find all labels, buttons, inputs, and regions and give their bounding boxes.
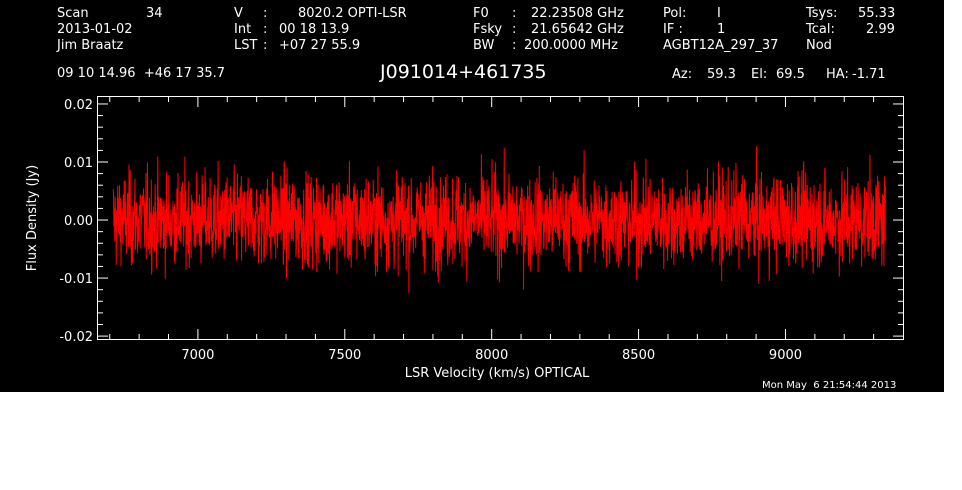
observing-mode: Nod xyxy=(806,38,832,53)
ha-label: HA: xyxy=(826,67,849,82)
plot-window: Scan 34 2013-01-02 Jim Braatz V : 8020.2… xyxy=(0,0,944,392)
project-id: AGBT12A_297_37 xyxy=(663,38,779,53)
pol-label: Pol: xyxy=(663,6,687,21)
x-tick-label: 8000 xyxy=(475,348,508,363)
fsky-value: 21.65642 GHz xyxy=(531,22,624,37)
f0-colon: : xyxy=(512,6,517,21)
int-label: Int xyxy=(234,22,252,37)
tcal-label: Tcal: xyxy=(806,22,835,37)
fsky-label: Fsky xyxy=(473,22,503,37)
f0-value: 22.23508 GHz xyxy=(531,6,624,21)
plot-frame xyxy=(97,96,904,340)
scan-label: Scan xyxy=(57,6,89,21)
x-tick-label: 9000 xyxy=(769,348,802,363)
y-tick-label: 0.01 xyxy=(64,156,93,171)
axis-ticks: 7000 7500 8000 8500 9000 -0.02 -0.01 0.00 0.01 0.… xyxy=(59,97,903,363)
el-value: 69.5 xyxy=(776,67,805,82)
tcal-value: 2.99 xyxy=(866,22,895,37)
scan-value: 34 xyxy=(146,6,163,21)
y-tick-label: 0.02 xyxy=(64,98,93,113)
lst-label: LST xyxy=(234,38,258,53)
v-label: V xyxy=(234,6,243,21)
if-label: IF : xyxy=(663,22,683,37)
bw-value: 200.0000 MHz xyxy=(524,38,618,53)
bw-colon: : xyxy=(512,38,517,53)
source-name: J091014+461735 xyxy=(380,61,547,83)
tsys-label: Tsys: xyxy=(806,6,838,21)
x-tick-label: 7500 xyxy=(328,348,361,363)
pol-value: I xyxy=(717,6,721,21)
el-label: El: xyxy=(751,67,768,82)
int-value: 00 18 13.9 xyxy=(279,22,350,37)
lst-value: +07 27 55.9 xyxy=(279,38,361,53)
y-tick-label: 0.00 xyxy=(64,214,93,229)
observer-name: Jim Braatz xyxy=(57,38,124,53)
v-colon: : xyxy=(263,6,268,21)
fsky-colon: : xyxy=(512,22,517,37)
lst-colon: : xyxy=(263,38,268,53)
az-label: Az: xyxy=(672,67,693,82)
y-tick-label: -0.01 xyxy=(59,272,93,287)
spectrum-trace xyxy=(112,146,886,293)
plot-timestamp: Mon May 6 21:54:44 2013 xyxy=(762,380,897,391)
int-colon: : xyxy=(263,22,268,37)
f0-label: F0 xyxy=(473,6,489,21)
observation-date: 2013-01-02 xyxy=(57,22,133,37)
x-tick-label: 7000 xyxy=(181,348,214,363)
v-value: 8020.2 OPTI-LSR xyxy=(298,6,407,21)
ha-value: -1.71 xyxy=(852,67,886,82)
x-tick-label: 8500 xyxy=(622,348,655,363)
source-coordinates: 09 10 14.96 +46 17 35.7 xyxy=(57,66,226,81)
x-axis-title: LSR Velocity (km/s) OPTICAL xyxy=(405,366,590,381)
if-value: 1 xyxy=(717,22,726,37)
az-value: 59.3 xyxy=(707,67,736,82)
bw-label: BW xyxy=(473,38,495,53)
y-tick-label: -0.02 xyxy=(59,330,93,345)
y-axis-title: Flux Density (Jy) xyxy=(25,165,40,271)
spectrum-trace-layer xyxy=(112,146,886,293)
spectrum-chart: 7000 7500 8000 8500 9000 -0.02 -0.01 0.00 0.01 0.… xyxy=(25,96,904,381)
tsys-value: 55.33 xyxy=(858,6,896,21)
